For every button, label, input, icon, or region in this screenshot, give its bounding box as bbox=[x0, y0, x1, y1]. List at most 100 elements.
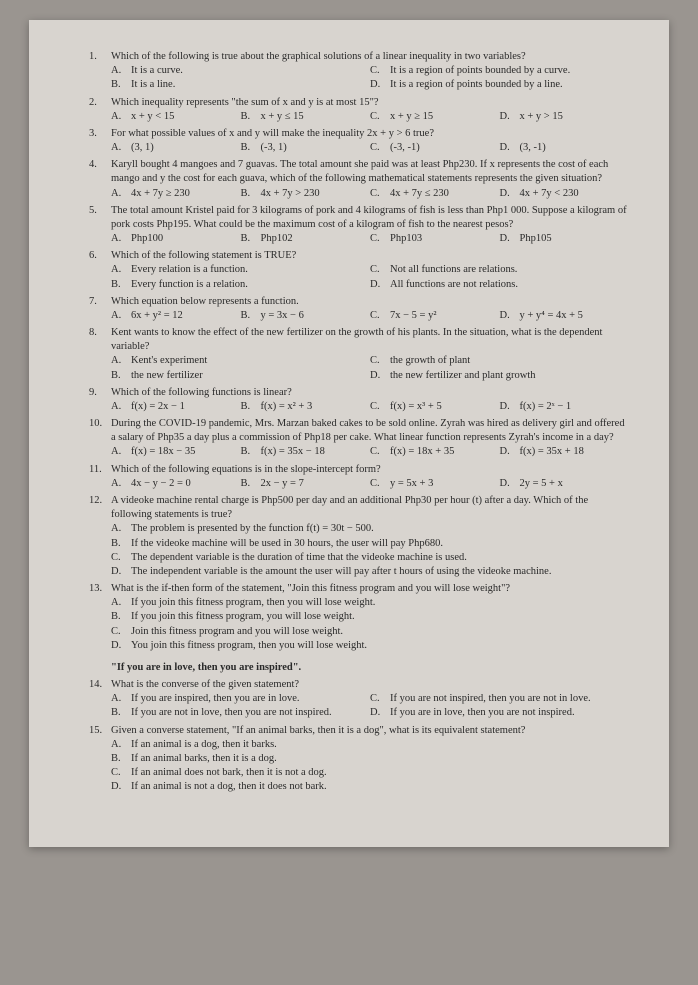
choice-text: Php100 bbox=[131, 232, 163, 246]
choice-label: B. bbox=[111, 610, 131, 624]
choice-label: D. bbox=[500, 187, 520, 201]
choice-text: All functions are not relations. bbox=[390, 278, 518, 292]
choice-text: 4x + 7y < 230 bbox=[520, 187, 579, 201]
choice: D.(3, -1) bbox=[500, 141, 630, 155]
choice-text: 4x + 7y ≥ 230 bbox=[131, 187, 190, 201]
question: 4.Karyll bought 4 mangoes and 7 guavas. … bbox=[89, 158, 629, 201]
question-text: Karyll bought 4 mangoes and 7 guavas. Th… bbox=[111, 158, 629, 186]
choices-14: A.If you are inspired, then you are in l… bbox=[89, 692, 629, 720]
choice-text: y = 5x + 3 bbox=[390, 477, 433, 491]
choice: A.Kent's experiment bbox=[111, 354, 370, 368]
question-text: Which equation below represents a functi… bbox=[111, 295, 629, 309]
question: 2.Which inequality represents "the sum o… bbox=[89, 96, 629, 124]
choice: A.(3, 1) bbox=[111, 141, 241, 155]
question-number: 9. bbox=[89, 386, 111, 400]
choice-text: the growth of plant bbox=[390, 354, 470, 368]
choice-text: 4x − y − 2 = 0 bbox=[131, 477, 191, 491]
choice: C.y = 5x + 3 bbox=[370, 477, 500, 491]
question-number: 2. bbox=[89, 96, 111, 110]
choices: A.It is a curve.C.It is a region of poin… bbox=[89, 64, 629, 92]
choice-label: A. bbox=[111, 141, 131, 155]
choices: A.The problem is presented by the functi… bbox=[89, 522, 629, 579]
choice: D.x + y > 15 bbox=[500, 110, 630, 124]
choice: B.the new fertilizer bbox=[111, 369, 370, 383]
question-text: Which of the following is true about the… bbox=[111, 50, 629, 64]
choice: C.4x + 7y ≤ 230 bbox=[370, 187, 500, 201]
choice: D.f(x) = 35x + 18 bbox=[500, 445, 630, 459]
choice-text: If you are in love, then you are not ins… bbox=[390, 706, 575, 720]
choice: C.7x − 5 = y² bbox=[370, 309, 500, 323]
choice-text: It is a region of points bounded by a li… bbox=[390, 78, 563, 92]
choice: A.It is a curve. bbox=[111, 64, 370, 78]
choice-text: (-3, -1) bbox=[390, 141, 420, 155]
choices: A.If you join this fitness program, then… bbox=[89, 596, 629, 653]
choice-text: Php105 bbox=[520, 232, 552, 246]
choice: C.f(x) = x³ + 5 bbox=[370, 400, 500, 414]
choice-label: A. bbox=[111, 309, 131, 323]
choice-text: The problem is presented by the function… bbox=[131, 522, 374, 536]
choice-label: D. bbox=[500, 445, 520, 459]
choice-text: If you join this fitness program, you wi… bbox=[131, 610, 355, 624]
choice-label: C. bbox=[370, 309, 390, 323]
choice: B.Every function is a relation. bbox=[111, 278, 370, 292]
choice-text: x + y ≤ 15 bbox=[261, 110, 304, 124]
choice-label: A. bbox=[111, 522, 131, 536]
choice-label: B. bbox=[241, 309, 261, 323]
choice-text: If you are inspired, then you are in lov… bbox=[131, 692, 300, 706]
choice-label: D. bbox=[370, 369, 390, 383]
choice-text: f(x) = 35x − 18 bbox=[261, 445, 325, 459]
choice-text: If you are not in love, then you are not… bbox=[131, 706, 332, 720]
choice-label: D. bbox=[500, 400, 520, 414]
choice-label: C. bbox=[370, 64, 390, 78]
choice-text: Join this fitness program and you will l… bbox=[131, 625, 343, 639]
choice-label: C. bbox=[370, 263, 390, 277]
choice-label: B. bbox=[111, 369, 131, 383]
choice-text: Not all functions are relations. bbox=[390, 263, 517, 277]
question-text: The total amount Kristel paid for 3 kilo… bbox=[111, 204, 629, 232]
choice-text: the new fertilizer and plant growth bbox=[390, 369, 536, 383]
choice-text: You join this fitness program, then you … bbox=[131, 639, 367, 653]
question-number: 12. bbox=[89, 494, 111, 508]
choice-label: D. bbox=[111, 639, 131, 653]
choice-label: B. bbox=[241, 477, 261, 491]
choice-text: The dependent variable is the duration o… bbox=[131, 551, 467, 565]
choice: D.2y = 5 + x bbox=[500, 477, 630, 491]
question-text: Kent wants to know the effect of the new… bbox=[111, 326, 629, 354]
choice-text: (-3, 1) bbox=[261, 141, 287, 155]
question: 1.Which of the following is true about t… bbox=[89, 50, 629, 93]
choice: A.Every relation is a function. bbox=[111, 263, 370, 277]
choice-text: f(x) = 2ˣ − 1 bbox=[520, 400, 572, 414]
choice-label: D. bbox=[111, 780, 131, 794]
choice: D.If you are in love, then you are not i… bbox=[370, 706, 629, 720]
choice: D.It is a region of points bounded by a … bbox=[370, 78, 629, 92]
choice-label: B. bbox=[111, 537, 131, 551]
question-number: 10. bbox=[89, 417, 111, 431]
choice-text: If you join this fitness program, then y… bbox=[131, 596, 375, 610]
choice: A.If an animal is a dog, then it barks. bbox=[111, 738, 629, 752]
choice: A.Php100 bbox=[111, 232, 241, 246]
choice: C.The dependent variable is the duration… bbox=[111, 551, 629, 565]
choice-label: A. bbox=[111, 596, 131, 610]
choice-text: Every relation is a function. bbox=[131, 263, 248, 277]
choice-label: C. bbox=[370, 232, 390, 246]
choice-label: A. bbox=[111, 445, 131, 459]
question-number: 5. bbox=[89, 204, 111, 218]
choice-text: 7x − 5 = y² bbox=[390, 309, 437, 323]
choice-text: If an animal does not bark, then it is n… bbox=[131, 766, 327, 780]
choice: C.(-3, -1) bbox=[370, 141, 500, 155]
choice: A.f(x) = 18x − 35 bbox=[111, 445, 241, 459]
question-text: Which of the following equations is in t… bbox=[111, 463, 629, 477]
choice: C.f(x) = 18x + 35 bbox=[370, 445, 500, 459]
choice-label: D. bbox=[370, 706, 390, 720]
choice: D.If an animal is not a dog, then it doe… bbox=[111, 780, 629, 794]
choice: A.4x − y − 2 = 0 bbox=[111, 477, 241, 491]
choice-text: It is a curve. bbox=[131, 64, 183, 78]
choice-label: A. bbox=[111, 187, 131, 201]
choice-text: If an animal is a dog, then it barks. bbox=[131, 738, 277, 752]
question-text: What is the if-then form of the statemen… bbox=[111, 582, 629, 596]
question: 3.For what possible values of x and y wi… bbox=[89, 127, 629, 155]
question-text: Given a converse statement, "If an anima… bbox=[111, 724, 629, 738]
choice-text: The independent variable is the amount t… bbox=[131, 565, 551, 579]
question: 12.A videoke machine rental charge is Ph… bbox=[89, 494, 629, 579]
question-text: For what possible values of x and y will… bbox=[111, 127, 629, 141]
